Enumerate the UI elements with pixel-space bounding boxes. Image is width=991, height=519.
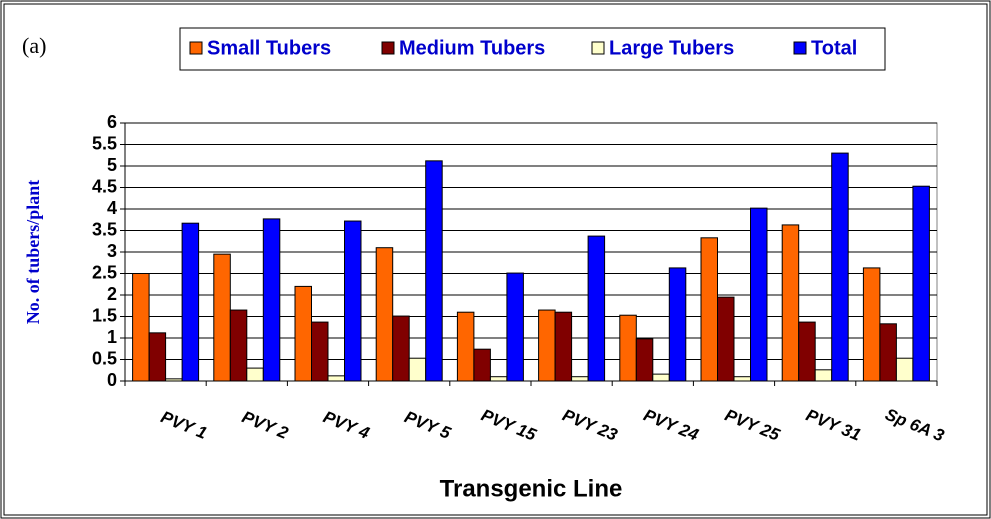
bar — [619, 314, 637, 382]
bar — [862, 267, 881, 382]
bar — [311, 321, 329, 382]
x-tick-label: PVY 31 — [803, 406, 863, 445]
bar — [781, 224, 800, 382]
x-tick-label: PVY 23 — [560, 406, 621, 445]
bar — [473, 348, 491, 382]
bar — [327, 375, 345, 382]
bar — [344, 220, 362, 382]
legend-label: Medium Tubers — [399, 37, 545, 59]
x-tick-label: PVY 4 — [320, 407, 372, 443]
bar — [425, 160, 443, 382]
bar — [895, 357, 914, 382]
bar — [912, 185, 930, 382]
bar — [213, 253, 231, 382]
y-tick-label: 3.5 — [92, 219, 117, 239]
x-tick-label: PVY 1 — [158, 407, 210, 443]
bar — [668, 267, 687, 382]
legend-swatch — [591, 41, 605, 55]
bar — [700, 237, 718, 382]
bar — [392, 315, 410, 382]
bar — [750, 207, 768, 382]
bar — [798, 321, 816, 382]
y-tick-label: 5 — [107, 155, 117, 175]
bar — [814, 369, 833, 382]
legend-box — [179, 27, 886, 71]
bar — [879, 323, 897, 382]
bar — [554, 311, 573, 382]
legend-label: Small Tubers — [207, 37, 331, 59]
bar — [506, 272, 524, 382]
bar — [132, 273, 150, 382]
x-tick-label: PVY 24 — [641, 406, 702, 445]
annotation: (a) — [22, 33, 46, 58]
bar — [489, 376, 508, 382]
bar — [717, 296, 735, 382]
bar — [733, 376, 751, 382]
legend-label: Large Tubers — [609, 37, 734, 59]
y-tick-label: 2 — [107, 284, 117, 304]
bar — [456, 311, 475, 382]
y-tick-label: 0 — [107, 370, 117, 390]
legend-label: Total — [811, 37, 857, 59]
bar — [571, 376, 589, 382]
y-tick-label: 5.5 — [92, 133, 117, 153]
bar — [652, 373, 670, 382]
bar — [262, 218, 281, 382]
bar — [538, 309, 556, 382]
legend-swatch — [189, 41, 203, 55]
x-tick-label: PVY 5 — [402, 407, 454, 443]
y-axis-label: No. of tubers/plant — [23, 180, 43, 325]
x-axis-label: Transgenic Line — [440, 475, 623, 502]
y-tick-label: 1 — [107, 327, 117, 347]
bar — [587, 235, 606, 382]
y-tick-label: 4.5 — [92, 176, 117, 196]
y-tick-label: 2.5 — [92, 262, 117, 282]
x-tick-label: PVY 15 — [479, 406, 540, 445]
y-tick-label: 1.5 — [92, 305, 117, 325]
bar — [635, 338, 654, 382]
bar — [408, 357, 427, 382]
x-tick-label: PVY 2 — [239, 407, 291, 443]
x-tick-label: PVY 25 — [722, 406, 783, 445]
bar — [294, 285, 312, 382]
bar — [375, 247, 394, 382]
bar — [181, 222, 200, 382]
bar — [246, 367, 264, 382]
bar — [831, 152, 849, 382]
legend-swatch — [381, 41, 395, 55]
x-tick-label: Sp 6A 3 — [882, 405, 947, 446]
bar — [148, 332, 167, 382]
y-tick-label: 0.5 — [92, 348, 117, 368]
inner-border — [3, 3, 988, 516]
y-tick-label: 6 — [107, 112, 117, 132]
bar — [165, 378, 183, 382]
y-tick-label: 3 — [107, 241, 117, 261]
bar — [229, 309, 248, 382]
y-tick-label: 4 — [107, 198, 117, 218]
legend-swatch — [793, 41, 807, 55]
